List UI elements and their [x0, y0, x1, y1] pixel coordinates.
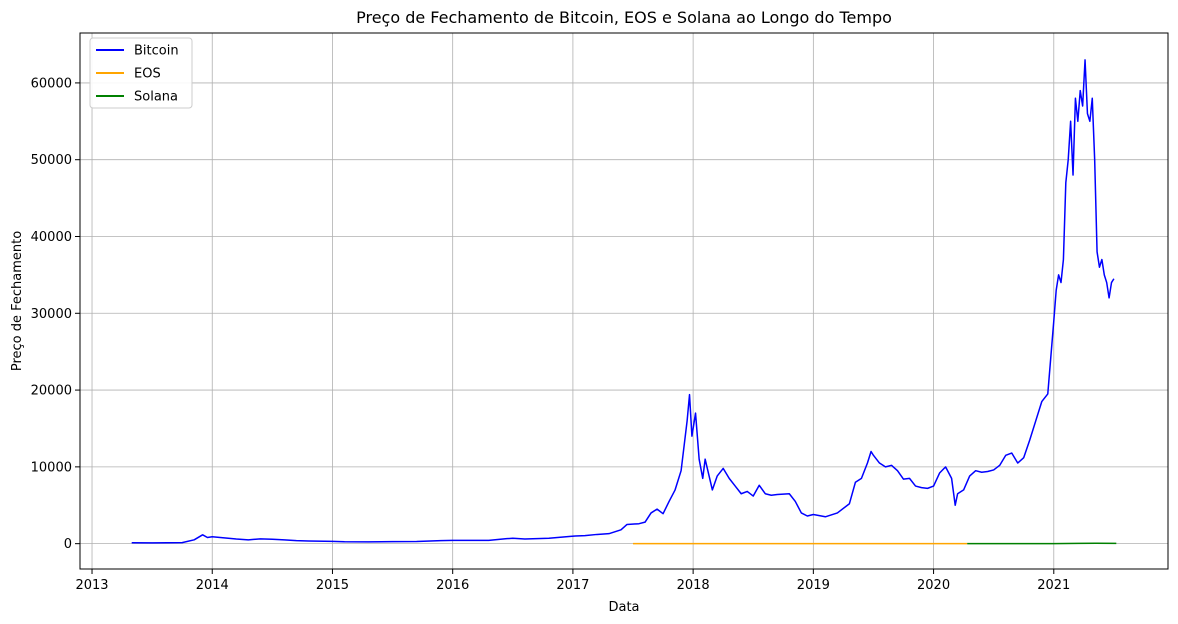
x-tick-label: 2017: [556, 578, 589, 593]
x-tick-label: 2015: [316, 578, 349, 593]
chart-title: Preço de Fechamento de Bitcoin, EOS e So…: [356, 8, 892, 27]
x-axis-label: Data: [608, 600, 639, 615]
x-tick-label: 2013: [75, 578, 108, 593]
legend-box: [89, 37, 193, 109]
y-axis: 0 10000 20000 30000 40000 50000 60000: [31, 76, 80, 552]
x-tick-label: 2019: [797, 578, 830, 593]
legend-label-solana: Solana: [134, 90, 178, 105]
x-tick-label: 2021: [1037, 578, 1070, 593]
legend-label-eos: EOS: [134, 67, 161, 82]
y-tick-label: 60000: [31, 76, 72, 91]
legend-label-bitcoin: Bitcoin: [134, 44, 179, 59]
series-layer: [131, 59, 1117, 545]
y-tick-label: 0: [64, 537, 72, 552]
x-axis: 2013 2014 2015 2016 2017 2018 2019 2020 2021: [75, 569, 1070, 593]
y-tick-label: 20000: [31, 384, 72, 399]
legend: Bitcoin EOS Solana: [89, 37, 193, 109]
x-tick-label: 2014: [196, 578, 229, 593]
x-tick-label: 2016: [436, 578, 469, 593]
y-axis-label: Preço de Fechamento: [10, 231, 25, 371]
y-tick-label: 10000: [31, 460, 72, 475]
x-tick-label: 2018: [677, 578, 710, 593]
x-tick-label: 2020: [917, 578, 950, 593]
plot-frame: [79, 32, 1169, 570]
y-tick-label: 30000: [31, 307, 72, 322]
y-tick-label: 50000: [31, 153, 72, 168]
y-tick-label: 40000: [31, 230, 72, 245]
series-line-bitcoin: [131, 59, 1115, 544]
